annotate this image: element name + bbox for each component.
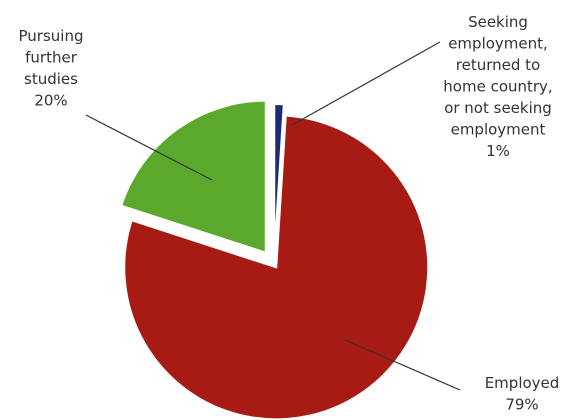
slice-label-line: Pursuing	[19, 27, 84, 45]
slice-label-line: studies	[24, 70, 78, 88]
slice-labels: Seeking employment, returned to home countr…	[19, 13, 560, 414]
slice-label-seeking: Seeking employment, returned to home countr…	[443, 13, 552, 160]
leader-line-0	[291, 41, 441, 126]
slice-value-label: 20%	[34, 92, 67, 110]
slice-label-line: further	[25, 49, 78, 67]
slice-value-label: 1%	[486, 142, 510, 160]
leader-lines	[85, 41, 461, 391]
slice-label-line: home country,	[443, 78, 552, 96]
slice-label-pursuing: Pursuing further studies 20%	[19, 27, 84, 110]
leader-line-2	[85, 114, 213, 181]
pie-slice-pursuing	[119, 99, 267, 255]
slice-label-line: returned to	[456, 56, 540, 74]
slice-value-label: 79%	[505, 396, 538, 414]
leader-line-1	[344, 339, 461, 391]
slice-label-line: or not seeking	[444, 99, 552, 117]
slice-label-line: employment	[451, 121, 546, 139]
slice-label-line: employment,	[448, 35, 548, 53]
pie-slice-seeking	[273, 103, 285, 257]
slice-label-line: Seeking	[468, 13, 528, 31]
slice-label-employed: Employed 79%	[485, 374, 560, 414]
pie-slices	[119, 99, 430, 420]
slice-label-line: Employed	[485, 374, 560, 392]
